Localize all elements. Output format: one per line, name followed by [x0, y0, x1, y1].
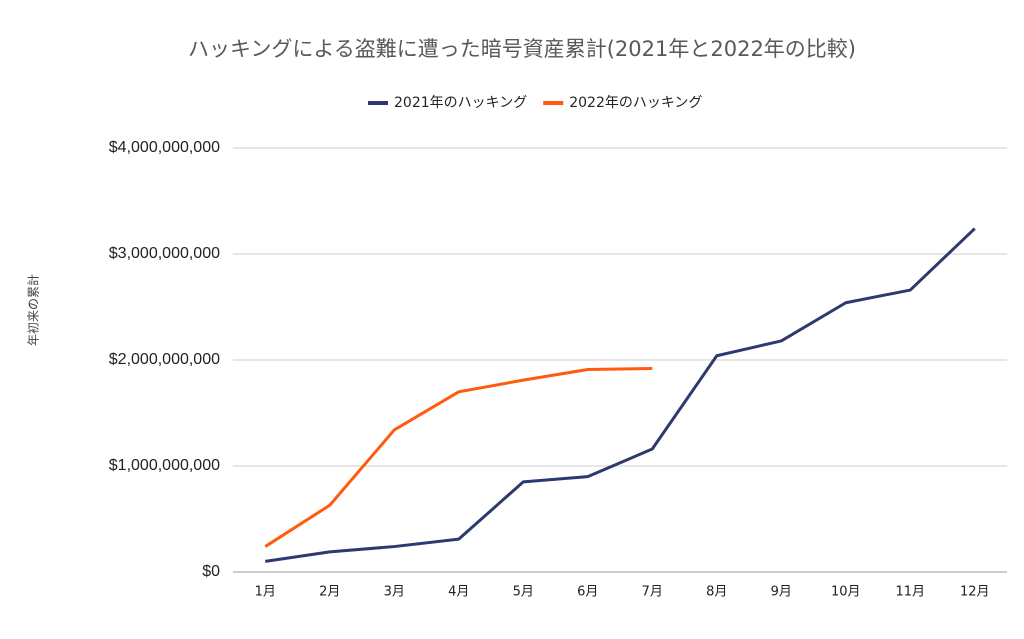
x-tick-label: 2月 — [319, 585, 340, 600]
legend-label: 2022年のハッキング — [569, 95, 702, 111]
x-tick-label: 3月 — [384, 585, 405, 600]
x-tick-label: 6月 — [577, 585, 598, 600]
y-tick-label: $4,000,000,000 — [109, 139, 220, 156]
y-tick-label: $3,000,000,000 — [109, 245, 220, 262]
x-tick-label: 12月 — [960, 585, 990, 600]
x-tick-label: 1月 — [255, 585, 276, 600]
x-tick-label: 7月 — [642, 585, 663, 600]
x-tick-label: 5月 — [513, 585, 534, 600]
y-tick-label: $1,000,000,000 — [109, 457, 220, 474]
x-tick-label: 11月 — [895, 585, 925, 600]
y-tick-label: $0 — [202, 563, 220, 580]
chart-title: ハッキングによる盗難に遭った暗号資産累計(2021年と2022年の比較) — [188, 37, 856, 61]
x-tick-label: 10月 — [831, 585, 861, 600]
y-axis-label: 年初来の累計 — [26, 274, 41, 346]
series-line — [264, 366, 653, 548]
x-tick-label: 8月 — [706, 585, 727, 600]
x-tick-label: 4月 — [448, 585, 469, 600]
x-tick-label: 9月 — [771, 585, 792, 600]
legend-label: 2021年のハッキング — [394, 95, 527, 111]
y-tick-label: $2,000,000,000 — [109, 351, 220, 368]
series-line — [265, 227, 976, 563]
